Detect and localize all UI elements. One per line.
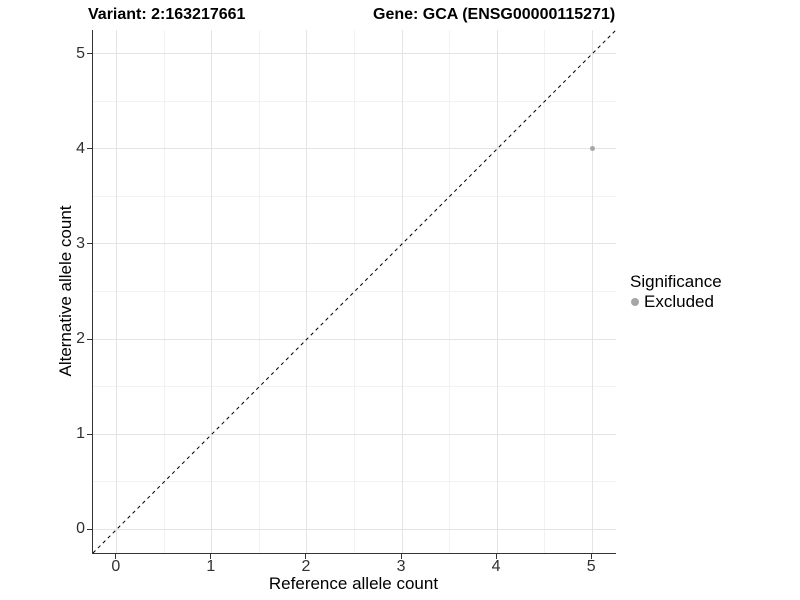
- gridline-major-vertical: [306, 30, 308, 553]
- plot-title-variant: Variant: 2:163217661: [88, 6, 246, 23]
- gridline-major-horizontal: [93, 148, 616, 150]
- legend: Significance Excluded: [630, 272, 722, 312]
- gridline-major-vertical: [211, 30, 213, 553]
- gridline-major-vertical: [496, 30, 498, 553]
- x-axis-tick: [115, 554, 117, 559]
- y-axis-tick-label: 3: [76, 234, 85, 252]
- gridline-major-horizontal: [93, 338, 616, 340]
- plot-title-gene: Gene: GCA (ENSG00000115271): [373, 6, 616, 23]
- x-axis-tick-label: 2: [301, 558, 311, 575]
- y-axis-tick: [87, 528, 92, 530]
- identity-line: [93, 30, 616, 553]
- x-axis-title: Reference allele count: [268, 574, 439, 593]
- y-axis-tick-label: 4: [76, 139, 85, 157]
- x-axis-tick-label: 1: [206, 558, 216, 575]
- x-axis-tick-label: 0: [111, 558, 121, 575]
- y-axis-tick: [87, 243, 92, 245]
- gridline-major-horizontal: [93, 528, 616, 530]
- gridline-major-horizontal: [93, 243, 616, 245]
- x-axis-tick-label: 5: [586, 558, 596, 575]
- y-axis-tick: [87, 53, 92, 55]
- x-axis-tick-label: 3: [396, 558, 406, 575]
- gridline-major-vertical: [116, 30, 118, 553]
- gridline-major-horizontal: [93, 53, 616, 55]
- x-axis-tick-label: 4: [491, 558, 501, 575]
- y-axis-tick: [87, 148, 92, 150]
- gridline-minor-horizontal: [93, 195, 616, 197]
- legend-item-excluded: Excluded: [630, 292, 722, 312]
- y-axis-tick-label: 2: [76, 330, 85, 348]
- legend-label: Excluded: [644, 292, 714, 311]
- x-axis-tick: [400, 554, 402, 559]
- gridline-major-vertical: [401, 30, 403, 553]
- legend-point-icon: [631, 298, 639, 306]
- gridline-major-horizontal: [93, 433, 616, 435]
- gridline-minor-horizontal: [93, 291, 616, 292]
- gridline-major-vertical: [591, 30, 593, 553]
- gridline-minor-horizontal: [93, 386, 616, 388]
- x-axis-tick: [495, 554, 497, 559]
- y-axis-tick-label: 1: [76, 425, 85, 443]
- y-axis-tick-label: 0: [76, 520, 85, 538]
- x-axis-tick: [590, 554, 592, 559]
- x-axis-tick: [305, 554, 307, 559]
- legend-title: Significance: [630, 272, 722, 291]
- gridline-minor-horizontal: [93, 100, 616, 102]
- y-axis-tick: [87, 433, 92, 435]
- gridline-minor-horizontal: [93, 481, 616, 483]
- y-axis-tick: [87, 338, 92, 340]
- y-axis-title: Alternative allele count: [56, 205, 75, 377]
- plot-panel: [92, 30, 616, 554]
- data-point: [589, 146, 595, 152]
- y-axis-tick-label: 5: [76, 44, 85, 62]
- x-axis-tick: [210, 554, 212, 559]
